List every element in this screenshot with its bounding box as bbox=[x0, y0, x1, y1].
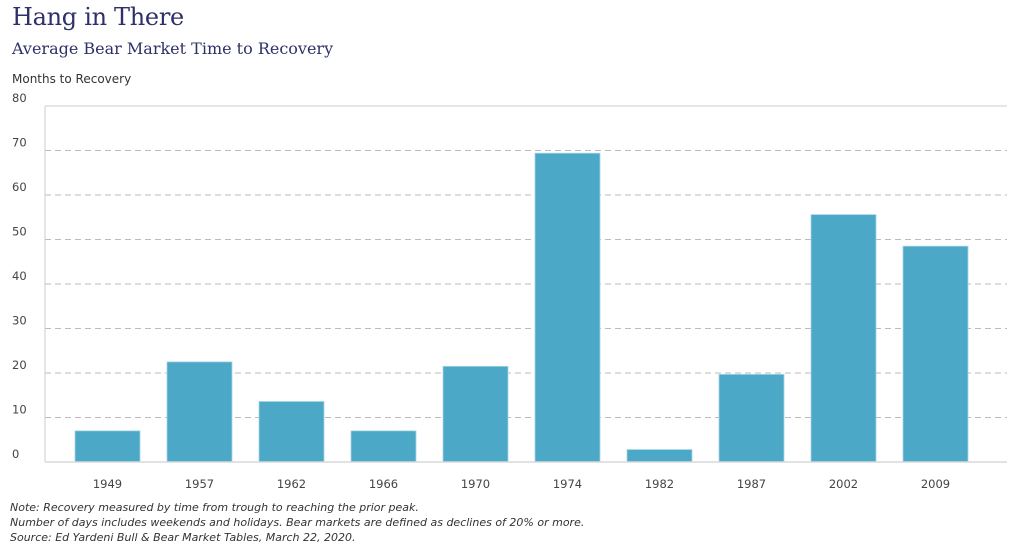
bar-1962 bbox=[258, 401, 325, 463]
bar-1974 bbox=[534, 152, 601, 463]
y-tick-label: 30 bbox=[12, 314, 27, 328]
x-tick-label: 1987 bbox=[737, 477, 766, 491]
y-tick-label: 80 bbox=[12, 91, 27, 105]
y-tick-label: 70 bbox=[12, 136, 27, 150]
bar-1949 bbox=[74, 430, 141, 463]
x-tick-label: 1962 bbox=[277, 477, 306, 491]
bar-1987 bbox=[718, 373, 785, 463]
x-tick-label: 1966 bbox=[369, 477, 398, 491]
x-tick-label: 2009 bbox=[921, 477, 950, 491]
footnotes: Note: Recovery measured by time from tro… bbox=[10, 500, 584, 545]
x-tick-label: 1970 bbox=[461, 477, 490, 491]
x-tick-label: 1957 bbox=[185, 477, 214, 491]
x-tick-label: 2002 bbox=[829, 477, 858, 491]
y-axis-label: Months to Recovery bbox=[12, 72, 132, 86]
x-tick-label: 1974 bbox=[553, 477, 582, 491]
y-tick-label: 10 bbox=[12, 403, 27, 417]
footnote-definition: Number of days includes weekends and hol… bbox=[10, 516, 585, 529]
y-tick-label: 50 bbox=[12, 225, 27, 239]
y-tick-label: 20 bbox=[12, 358, 27, 372]
x-tick-label: 1949 bbox=[93, 477, 122, 491]
y-tick-label: 60 bbox=[12, 180, 27, 194]
bar-2009 bbox=[902, 245, 969, 463]
bar-1970 bbox=[442, 365, 509, 463]
chart-subtitle: Average Bear Market Time to Recovery bbox=[12, 39, 334, 58]
x-tick-label: 1982 bbox=[645, 477, 674, 491]
bar-1957 bbox=[166, 361, 233, 463]
y-tick-label: 0 bbox=[12, 447, 19, 461]
bar-1982 bbox=[626, 449, 693, 463]
bar-2002 bbox=[810, 214, 877, 463]
y-tick-label: 40 bbox=[12, 269, 27, 283]
bar-1966 bbox=[350, 430, 417, 463]
chart-title: Hang in There bbox=[12, 3, 184, 31]
footnote-note: Note: Recovery measured by time from tro… bbox=[10, 501, 419, 514]
footnote-source: Source: Ed Yardeni Bull & Bear Market Ta… bbox=[10, 531, 356, 544]
